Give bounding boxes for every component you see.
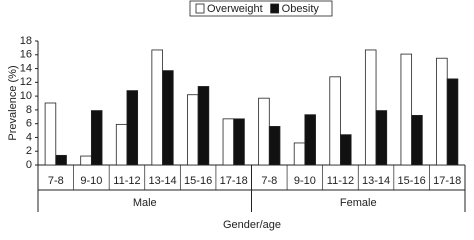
- x-tick-label: 13-14: [148, 175, 176, 187]
- x-tick-label: 9-10: [294, 175, 316, 187]
- x-axis-label: Gender/age: [223, 219, 281, 231]
- y-tick-label: 2: [26, 145, 32, 157]
- legend-label: Obesity: [282, 3, 320, 15]
- bar: [151, 49, 163, 166]
- y-tick-label: 16: [20, 49, 32, 61]
- legend-swatch: [195, 3, 205, 14]
- bar: [304, 114, 316, 166]
- x-tick-label: 9-10: [80, 175, 102, 187]
- bar: [80, 155, 92, 166]
- x-tick-label: 7-8: [261, 175, 277, 187]
- x-tick-label: 7-8: [48, 175, 64, 187]
- x-tick-label: 15-16: [184, 175, 212, 187]
- bar: [197, 86, 210, 166]
- bar: [340, 134, 352, 166]
- x-tick-label: 17-18: [433, 175, 461, 187]
- bar: [258, 97, 270, 166]
- y-tick-label: 12: [20, 76, 32, 88]
- group-label: Male: [133, 197, 157, 209]
- bar: [187, 94, 199, 166]
- y-tick-label: 6: [26, 118, 32, 130]
- bar: [293, 142, 306, 166]
- bar: [44, 102, 57, 166]
- y-axis-label: Prevalence (%): [7, 65, 19, 140]
- bar: [162, 70, 174, 166]
- bar: [411, 115, 423, 166]
- bar: [222, 118, 235, 166]
- bar: [90, 110, 103, 166]
- x-tick-label: 15-16: [398, 175, 426, 187]
- bar: [436, 57, 448, 166]
- x-tick-label: 17-18: [220, 175, 248, 187]
- bar: [55, 154, 67, 166]
- legend-swatch: [270, 3, 280, 14]
- bar: [375, 110, 388, 166]
- bar: [329, 76, 341, 166]
- bar: [126, 90, 139, 166]
- bar: [400, 53, 413, 166]
- y-tick-label: 18: [20, 35, 32, 47]
- legend-box: [189, 0, 333, 17]
- x-tick-label: 11-12: [113, 175, 140, 187]
- group-label: Female: [340, 197, 377, 209]
- x-tick-label: 11-12: [327, 175, 354, 187]
- legend-label: Overweight: [207, 3, 263, 15]
- x-tick-label: 13-14: [362, 175, 390, 187]
- y-tick-label: 10: [20, 90, 32, 102]
- bar: [233, 118, 245, 166]
- y-tick-label: 8: [26, 104, 32, 116]
- y-tick-label: 0: [26, 159, 32, 171]
- bar: [446, 78, 459, 166]
- bar: [115, 123, 128, 166]
- y-tick-label: 14: [20, 62, 32, 74]
- bar: [364, 49, 377, 166]
- bar: [268, 126, 281, 166]
- y-tick-label: 4: [26, 131, 32, 143]
